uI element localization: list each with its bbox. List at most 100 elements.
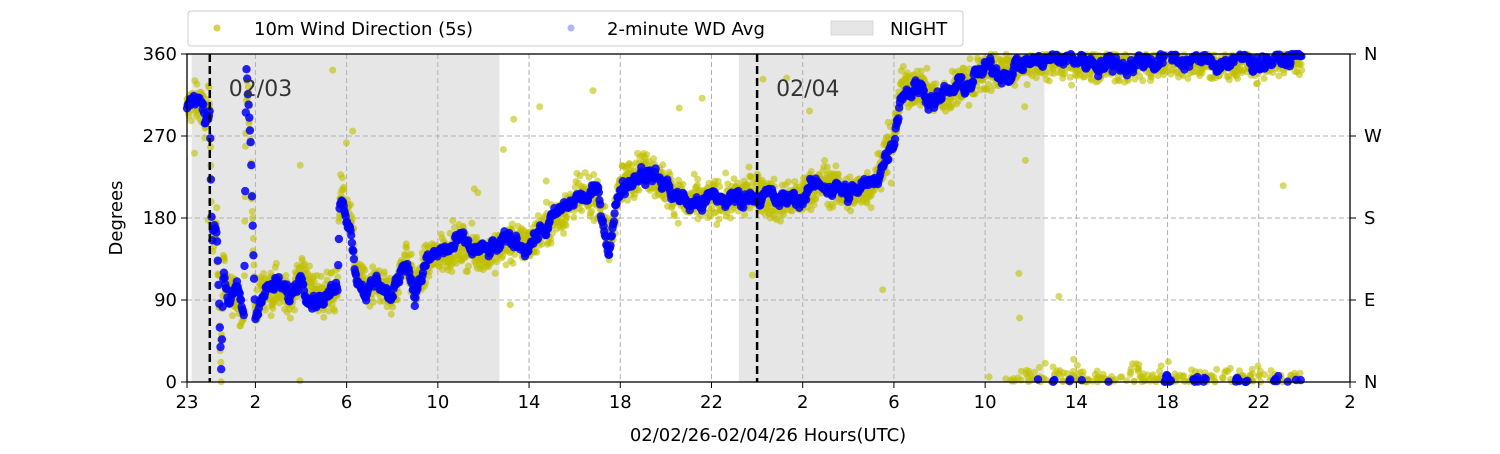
y-axis-label: Degrees: [106, 181, 127, 256]
wd-5s-point: [715, 215, 723, 223]
wd-avg-point: [1050, 375, 1059, 385]
x-tick-label: 2: [250, 392, 261, 413]
wd-avg-point: [246, 138, 255, 147]
wd-5s-point: [1139, 77, 1147, 85]
wd-avg-point: [205, 106, 214, 116]
wd-5s-point: [510, 115, 518, 123]
wd-5s-point: [759, 75, 767, 83]
wd-5s-point: [1055, 292, 1063, 300]
wd-avg-point: [240, 261, 249, 271]
wd-5s-point: [734, 179, 742, 187]
wd-avg-point: [242, 65, 251, 74]
wd-avg-series: [182, 49, 1306, 387]
wd-avg-point: [1297, 52, 1306, 61]
wd-5s-point: [1006, 53, 1014, 61]
wd-5s-point: [474, 189, 482, 197]
wd-5s-point: [542, 177, 550, 185]
x-tick-label: 18: [609, 392, 632, 413]
wd-5s-point: [829, 203, 837, 211]
wd-avg-point: [243, 74, 252, 83]
wd-avg-point: [610, 209, 619, 218]
wd-5s-point: [713, 221, 721, 228]
wd-5s-point: [1164, 358, 1172, 366]
wd-5s-point: [1225, 76, 1233, 84]
wd-5s-point: [588, 207, 596, 215]
wd-5s-point: [1254, 362, 1262, 370]
wd-5s-point: [369, 298, 377, 306]
wd-avg-point: [533, 234, 543, 243]
wd-avg-point: [217, 335, 227, 344]
wd-5s-point: [1249, 370, 1256, 378]
wd-avg-point: [245, 126, 255, 135]
wd-5s-point: [465, 262, 472, 270]
wd-5s-point: [349, 127, 357, 135]
wd-avg-point: [609, 217, 619, 226]
wd-avg-point: [215, 323, 224, 332]
wd-5s-point: [1068, 81, 1076, 89]
wd-avg-point: [220, 273, 229, 282]
wd-5s-point: [810, 201, 818, 209]
wd-5s-point: [1011, 81, 1019, 89]
wd-avg-point: [212, 237, 222, 246]
wd-avg-point: [199, 100, 208, 109]
x-tick-label: 14: [1065, 392, 1088, 413]
wd-avg-point: [620, 190, 629, 199]
wd-avg-point: [222, 284, 231, 294]
wd-avg-point: [1101, 61, 1111, 71]
wd-avg-point: [216, 342, 225, 352]
wd-5s-point: [846, 173, 854, 181]
wd-5s-point: [249, 235, 257, 242]
wd-5s-point: [791, 178, 799, 186]
wd-5s-point: [1260, 75, 1268, 82]
wd-avg-point: [247, 161, 256, 170]
x-tick-label: 14: [518, 392, 541, 413]
x-axis: 23 2 6 10 14 18 22 2 6 10 14 18 22 2: [176, 382, 1356, 413]
wd-5s-point: [722, 169, 730, 177]
y-tick-label: 180: [143, 208, 177, 229]
wd-avg-point: [334, 234, 344, 244]
wd-5s-point: [807, 168, 815, 175]
x-tick-label: 22: [1247, 392, 1270, 413]
wd-avg-point: [249, 274, 259, 283]
wd-avg-point: [349, 247, 358, 256]
wd-5s-point: [536, 103, 544, 111]
wd-5s-point: [589, 87, 597, 95]
wd-5s-point: [217, 358, 225, 366]
wd-avg-point: [801, 195, 811, 204]
wd-5s-point: [249, 214, 257, 222]
wd-5s-point: [193, 80, 201, 88]
wd-avg-point: [299, 280, 308, 289]
wd-5s-point: [338, 174, 346, 182]
wd-5s-point: [1261, 371, 1268, 378]
wd-5s-point: [380, 268, 388, 276]
wd-5s-point: [213, 204, 221, 212]
wd-avg-point: [884, 155, 893, 164]
wd-5s-point: [847, 207, 855, 215]
wd-5s-point: [1069, 367, 1077, 375]
right-tick-label: S: [1364, 208, 1375, 229]
wd-5s-point: [1032, 74, 1040, 82]
wd-5s-point: [331, 307, 339, 315]
wd-5s-point: [502, 261, 510, 269]
wd-5s-point: [1035, 363, 1043, 371]
wd-5s-point: [917, 67, 925, 75]
wd-avg-point: [968, 77, 978, 87]
wd-5s-point: [1297, 60, 1305, 68]
wd-avg-point: [388, 292, 398, 301]
wd-5s-point: [229, 312, 236, 320]
wd-5s-point: [468, 219, 476, 227]
wd-5s-point: [770, 175, 778, 183]
wd-5s-point: [221, 257, 229, 265]
wd-5s-point: [290, 306, 298, 314]
wd-5s-point: [863, 169, 871, 176]
x-tick-label: 2: [797, 392, 808, 413]
wd-5s-point: [984, 80, 992, 88]
wd-5s-point: [1279, 182, 1287, 190]
wd-5s-point: [741, 211, 749, 219]
wd-5s-point: [812, 195, 820, 203]
wd-5s-point: [387, 310, 395, 318]
wd-5s-point: [624, 196, 632, 204]
legend-marker-wd-5s: [213, 24, 221, 32]
wd-5s-point: [578, 207, 586, 215]
